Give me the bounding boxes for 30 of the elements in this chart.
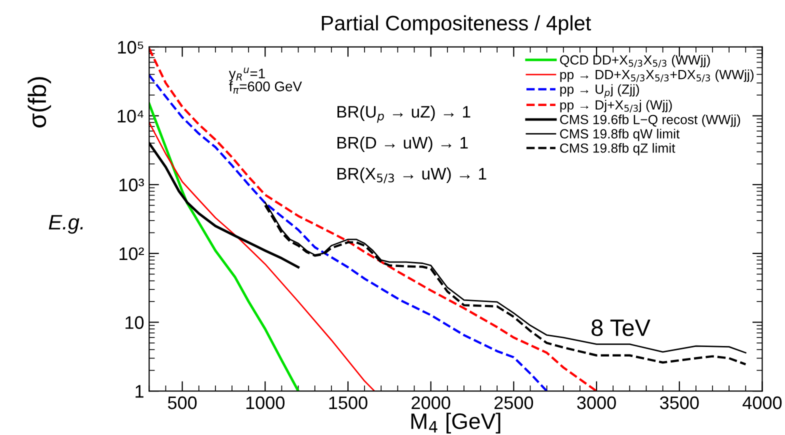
x-tick-label: 1000 [246,396,285,410]
x-tick-label: 2500 [494,396,534,410]
legend-label: QCD DD+X$_{5/3}$X$_{5/3}$ (WWjj) [560,54,710,68]
text: y$_{R}$$^{u}$=1 f$_{π}$=600 GeV [228,68,302,94]
x-tick-label: 2000 [412,396,450,410]
legend-label: CMS 19.8fb qW limit [560,128,680,142]
legend-label: CMS 19.8fb qZ limit [560,143,676,156]
annotation: 8 TeV [592,319,650,336]
annotation: BR(X$_{5/3}$ → uW) → 1 [338,167,486,184]
x-tick-label: 4000 [742,396,782,410]
legend-label: CMS 19.6fb L−Q recost (WWjj) [560,114,740,127]
legend-label: pp → U$_{p}$j (Zjj) [560,84,640,98]
y-axis-title: σ(fb) [28,77,52,128]
y-tick-label: 1 [136,385,144,398]
y-tick-label: 10⁴ [118,110,144,123]
chart-title: Partial Compositeness / 4plet [322,15,592,35]
x-tick-label: 1500 [329,396,368,410]
x-tick-label: 500 [168,396,197,410]
legend-label: pp → Dj+X$_{5/3}$j (Wjj) [560,100,672,112]
text: E.g. [48,215,83,234]
y-tick-label: 10² [120,247,144,260]
y-tick-label: 10³ [120,178,144,192]
x-tick-label: 3000 [577,396,616,410]
x-axis-title: M$_{4}$ [GeV] [411,412,500,434]
legend-label: pp → DD+X$_{5/3}$X$_{5/3}$+DX$_{5/3}$ (WWjj) [560,70,754,82]
annotation: BR(D → uW) → 1 [338,136,468,152]
x-tick-label: 3500 [660,396,699,410]
annotation: BR(U$_{p}$ → uZ) → 1 [338,105,470,123]
y-tick-label: 10 [126,316,144,329]
y-tick-label: 10⁵ [118,40,144,54]
